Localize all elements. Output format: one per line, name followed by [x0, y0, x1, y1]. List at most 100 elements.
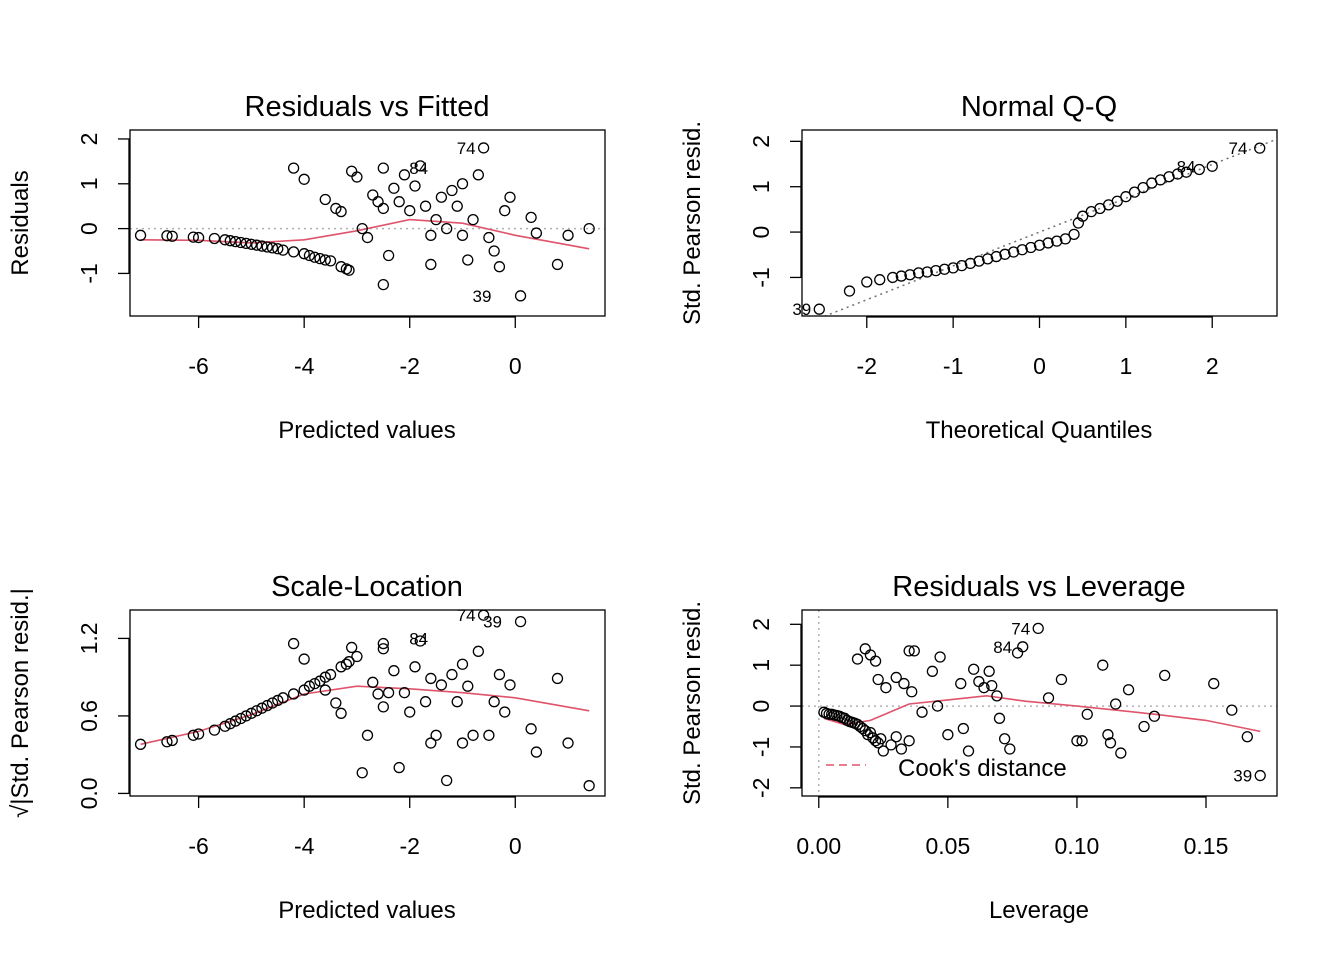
point-id-label: 74 — [1011, 619, 1030, 638]
point-id-label: 84 — [1177, 157, 1196, 176]
residuals-vs-leverage-panel: Residuals vs Leverage Leverage Std. Pear… — [679, 571, 1278, 924]
data-point — [978, 682, 990, 694]
data-point — [912, 267, 925, 279]
x-tick-label: -4 — [294, 353, 315, 379]
x-tick-label: 0 — [509, 353, 522, 379]
point-id-label: 39 — [1233, 767, 1252, 786]
data-point — [356, 767, 368, 779]
data-point — [1122, 684, 1135, 696]
data-point — [982, 253, 994, 265]
smoother-line — [140, 218, 590, 250]
data-point — [319, 684, 331, 696]
data-point — [583, 222, 595, 235]
x-tick-label: -6 — [188, 353, 208, 379]
data-point — [235, 712, 247, 725]
data-point — [1032, 622, 1044, 635]
x-tick-label: 0.05 — [925, 833, 970, 859]
data-point — [251, 239, 263, 251]
data-point — [456, 737, 469, 749]
y-tick-label: 0.0 — [76, 777, 102, 809]
data-point — [351, 650, 363, 663]
data-point — [525, 723, 537, 735]
data-point — [309, 251, 321, 263]
data-point — [493, 261, 506, 273]
data-point — [973, 255, 985, 267]
data-point — [895, 270, 907, 282]
data-point — [335, 707, 347, 719]
data-point — [1025, 241, 1037, 254]
data-point — [483, 729, 495, 741]
data-point — [240, 710, 252, 722]
data-point — [483, 231, 495, 244]
data-point — [1180, 166, 1192, 178]
data-point — [877, 745, 889, 757]
data-point — [287, 637, 300, 650]
data-point — [1120, 191, 1132, 203]
data-point — [1055, 673, 1068, 686]
data-point — [382, 249, 395, 262]
data-point — [1102, 729, 1114, 741]
x-axis-label: Theoretical Quantiles — [926, 417, 1153, 444]
data-point — [1159, 669, 1171, 682]
data-point — [330, 697, 342, 709]
data-point — [235, 236, 247, 249]
data-point — [864, 726, 877, 739]
x-tick-label: 0.10 — [1055, 833, 1100, 859]
data-point — [890, 731, 902, 743]
data-point — [192, 231, 205, 244]
data-point — [1208, 677, 1220, 690]
data-point — [261, 699, 273, 712]
data-point — [904, 269, 916, 281]
data-point — [219, 720, 231, 732]
data-point — [409, 661, 421, 673]
plot-region — [813, 138, 1277, 316]
plot-region — [802, 610, 1277, 796]
data-point — [991, 690, 1003, 702]
data-point — [388, 182, 400, 194]
data-point — [493, 668, 506, 681]
data-point — [1004, 743, 1016, 755]
data-point — [504, 191, 516, 203]
x-tick-label: 0 — [1033, 353, 1046, 379]
x-tick-label: 0 — [509, 833, 522, 859]
panel-title: Normal Q-Q — [961, 91, 1117, 123]
data-point — [425, 258, 437, 271]
data-point — [303, 680, 316, 692]
data-point — [1042, 237, 1054, 249]
data-point — [906, 686, 918, 698]
data-point — [477, 142, 490, 154]
x-axis-label: Predicted values — [278, 897, 455, 924]
data-point — [266, 242, 279, 254]
point-id-label: 84 — [409, 159, 428, 178]
data-point — [187, 729, 199, 741]
y-axis-label: Std. Pearson resid. — [679, 601, 706, 805]
panel-title: Residuals vs Leverage — [892, 571, 1185, 603]
data-point — [957, 722, 969, 735]
data-point — [1110, 698, 1122, 710]
data-point — [467, 213, 479, 226]
data-point — [261, 241, 273, 253]
data-point — [419, 200, 432, 212]
x-tick-label: -2 — [399, 353, 419, 379]
data-point — [224, 718, 236, 730]
data-point — [472, 645, 484, 657]
data-point — [277, 692, 289, 704]
data-point — [298, 653, 310, 665]
data-point — [229, 235, 242, 248]
data-point — [1068, 228, 1080, 240]
data-point — [393, 761, 405, 774]
x-tick-label: -1 — [943, 353, 963, 379]
data-point — [245, 707, 258, 719]
y-tick-label: 1.2 — [76, 622, 102, 654]
data-point — [335, 205, 347, 218]
plot-region — [134, 610, 595, 792]
data-point — [319, 671, 331, 683]
data-point — [998, 733, 1011, 745]
data-point — [1081, 708, 1093, 720]
y-tick-label: 0 — [76, 222, 102, 235]
data-point — [356, 222, 368, 235]
data-point — [343, 656, 355, 668]
data-point — [388, 665, 400, 677]
cooks-distance-legend-label: Cook's distance — [898, 755, 1067, 782]
